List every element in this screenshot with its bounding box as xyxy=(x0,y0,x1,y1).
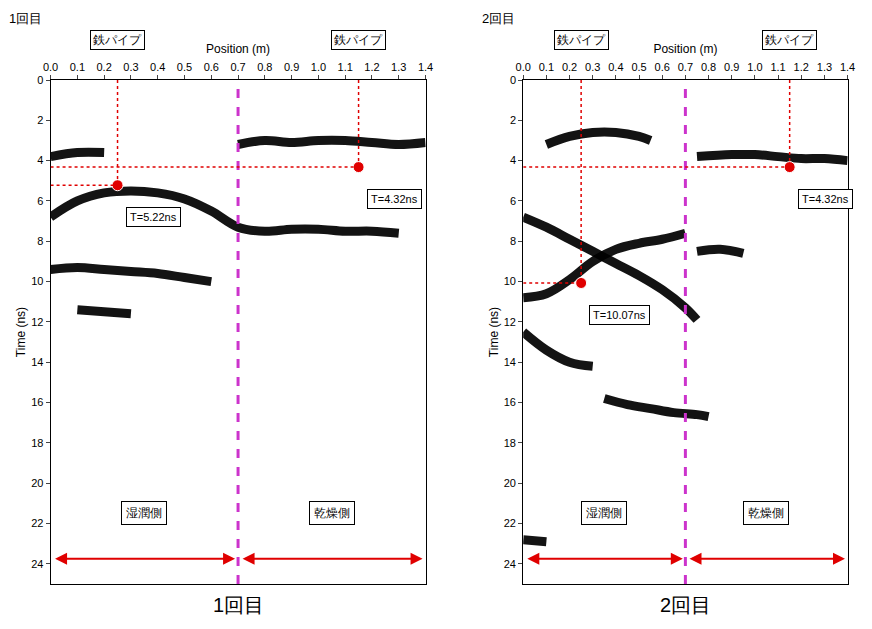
svg-text:0.4: 0.4 xyxy=(608,61,623,73)
svg-text:0.9: 0.9 xyxy=(284,61,299,73)
svg-text:10: 10 xyxy=(31,275,43,287)
svg-text:16: 16 xyxy=(504,396,516,408)
svg-text:0.4: 0.4 xyxy=(150,61,165,73)
svg-text:0.6: 0.6 xyxy=(655,61,670,73)
svg-text:0.7: 0.7 xyxy=(678,61,693,73)
svg-text:T=4.32ns: T=4.32ns xyxy=(802,193,849,205)
svg-text:2: 2 xyxy=(37,114,43,126)
svg-text:16: 16 xyxy=(31,396,43,408)
svg-text:14: 14 xyxy=(504,356,516,368)
svg-text:0.3: 0.3 xyxy=(585,61,600,73)
svg-text:0.8: 0.8 xyxy=(701,61,716,73)
svg-text:8: 8 xyxy=(37,235,43,247)
svg-text:湿潤側: 湿潤側 xyxy=(126,506,162,520)
svg-text:12: 12 xyxy=(31,316,43,328)
svg-text:22: 22 xyxy=(504,517,516,529)
svg-text:Position (m): Position (m) xyxy=(206,42,270,56)
svg-text:1.1: 1.1 xyxy=(770,61,785,73)
svg-text:6: 6 xyxy=(510,195,516,207)
svg-text:0.8: 0.8 xyxy=(257,61,272,73)
svg-text:乾燥側: 乾燥側 xyxy=(748,506,784,520)
svg-text:24: 24 xyxy=(504,558,516,570)
svg-text:0.1: 0.1 xyxy=(70,61,85,73)
svg-text:12: 12 xyxy=(504,316,516,328)
svg-text:0.2: 0.2 xyxy=(96,61,111,73)
svg-text:1回目: 1回目 xyxy=(213,594,264,616)
svg-text:T=10.07ns: T=10.07ns xyxy=(593,309,646,321)
svg-text:8: 8 xyxy=(510,235,516,247)
svg-text:10: 10 xyxy=(504,275,516,287)
svg-text:Position (m): Position (m) xyxy=(653,42,717,56)
svg-text:0.0: 0.0 xyxy=(516,61,531,73)
svg-text:0.0: 0.0 xyxy=(43,61,58,73)
svg-text:鉄パイプ: 鉄パイプ xyxy=(557,33,606,47)
svg-text:1.2: 1.2 xyxy=(364,61,379,73)
svg-text:2: 2 xyxy=(510,114,516,126)
svg-text:18: 18 xyxy=(504,437,516,449)
svg-text:T=5.22ns: T=5.22ns xyxy=(130,211,177,223)
svg-text:鉄パイプ: 鉄パイプ xyxy=(334,33,383,47)
svg-text:0.5: 0.5 xyxy=(177,61,192,73)
svg-text:1.3: 1.3 xyxy=(391,61,406,73)
svg-text:1回目: 1回目 xyxy=(9,11,42,26)
svg-text:2回目: 2回目 xyxy=(660,594,711,616)
svg-text:Time (ns): Time (ns) xyxy=(14,307,28,357)
svg-text:1.4: 1.4 xyxy=(840,61,855,73)
svg-text:0.2: 0.2 xyxy=(562,61,577,73)
svg-text:22: 22 xyxy=(31,517,43,529)
svg-text:6: 6 xyxy=(37,195,43,207)
svg-text:20: 20 xyxy=(31,477,43,489)
svg-text:0.5: 0.5 xyxy=(631,61,646,73)
svg-text:1.3: 1.3 xyxy=(817,61,832,73)
svg-text:0.1: 0.1 xyxy=(539,61,554,73)
svg-text:0.7: 0.7 xyxy=(230,61,245,73)
svg-text:0.6: 0.6 xyxy=(204,61,219,73)
svg-text:鉄パイプ: 鉄パイプ xyxy=(765,33,814,47)
svg-text:0: 0 xyxy=(37,74,43,86)
svg-text:Time (ns): Time (ns) xyxy=(487,307,501,357)
svg-text:乾燥側: 乾燥側 xyxy=(314,506,350,520)
svg-text:1.4: 1.4 xyxy=(418,61,433,73)
svg-text:T=4.32ns: T=4.32ns xyxy=(371,193,418,205)
svg-text:2回目: 2回目 xyxy=(482,11,515,26)
svg-text:湿潤側: 湿潤側 xyxy=(586,506,622,520)
svg-text:24: 24 xyxy=(31,558,43,570)
svg-text:1.0: 1.0 xyxy=(311,61,326,73)
svg-text:20: 20 xyxy=(504,477,516,489)
svg-text:0.3: 0.3 xyxy=(123,61,138,73)
svg-text:18: 18 xyxy=(31,437,43,449)
svg-text:4: 4 xyxy=(37,154,43,166)
svg-text:0: 0 xyxy=(510,74,516,86)
svg-text:鉄パイプ: 鉄パイプ xyxy=(93,33,142,47)
svg-text:1.2: 1.2 xyxy=(794,61,809,73)
svg-text:4: 4 xyxy=(510,154,516,166)
svg-text:1.0: 1.0 xyxy=(747,61,762,73)
svg-text:14: 14 xyxy=(31,356,43,368)
svg-text:1.1: 1.1 xyxy=(338,61,353,73)
svg-text:0.9: 0.9 xyxy=(724,61,739,73)
